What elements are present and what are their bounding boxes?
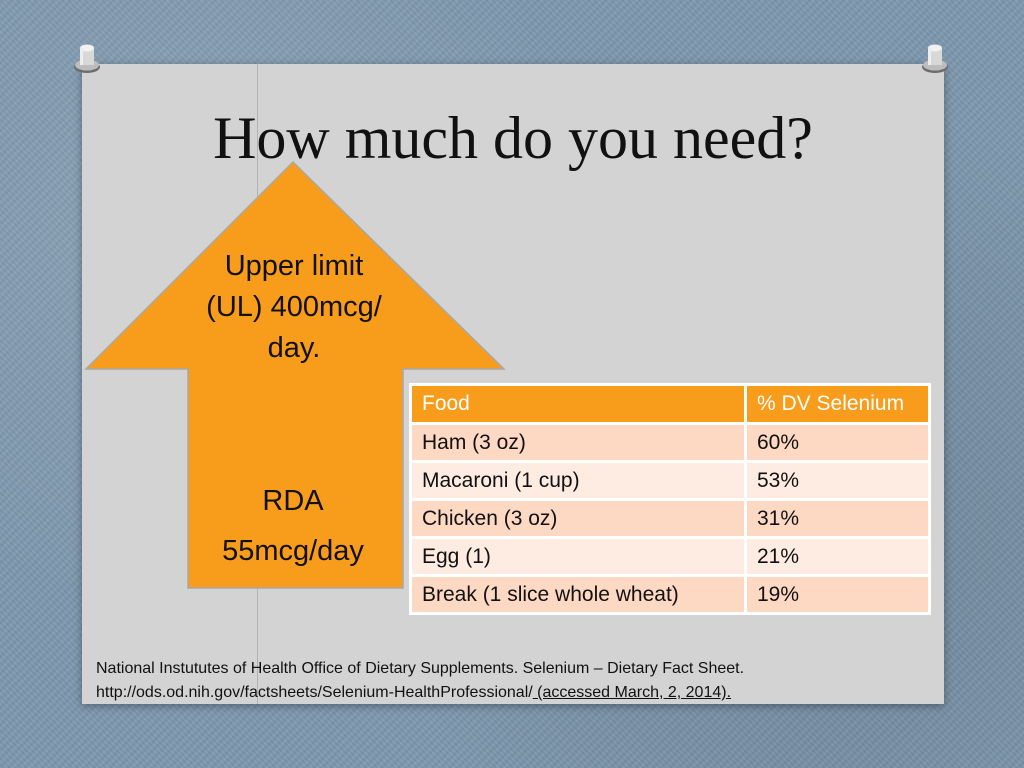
upper-limit-line: (UL) 400mcg/ bbox=[206, 291, 382, 323]
up-arrow-shape bbox=[84, 160, 506, 589]
rda-label: RDA 55mcg/day bbox=[190, 476, 396, 576]
column-header-dv-selenium: % DV Selenium bbox=[744, 383, 931, 425]
food-cell: Macaroni (1 cup) bbox=[409, 460, 747, 501]
table-row: Chicken (3 oz) 31% bbox=[409, 498, 931, 539]
rda-line: RDA bbox=[262, 485, 324, 517]
pushpin-icon bbox=[74, 44, 100, 73]
upper-limit-line: Upper limit bbox=[224, 250, 364, 282]
rda-line: 55mcg/day bbox=[222, 535, 364, 567]
table-row: Break (1 slice whole wheat) 19% bbox=[409, 574, 931, 615]
citation-line-2: http://ods.od.nih.gov/factsheets/Seleniu… bbox=[96, 681, 936, 705]
table-row: Ham (3 oz) 60% bbox=[409, 422, 931, 463]
dv-cell: 53% bbox=[744, 460, 931, 501]
selenium-food-table: Food % DV Selenium Ham (3 oz) 60% Macaro… bbox=[409, 383, 931, 615]
dv-cell: 21% bbox=[744, 536, 931, 577]
food-cell: Ham (3 oz) bbox=[409, 422, 747, 463]
citation-line-1: National Instututes of Health Office of … bbox=[96, 660, 745, 677]
slide-title: How much do you need? bbox=[213, 105, 813, 171]
pushpin-icon bbox=[922, 44, 948, 73]
upper-limit-label: Upper limit (UL) 400mcg/ day. bbox=[188, 246, 400, 369]
citation-text: National Instututes of Health Office of … bbox=[96, 657, 936, 705]
up-arrow-polygon bbox=[84, 160, 506, 589]
citation-url-text: http://ods.od.nih.gov/factsheets/Seleniu… bbox=[96, 684, 533, 701]
table-row: Macaroni (1 cup) 53% bbox=[409, 460, 931, 501]
dv-cell: 31% bbox=[744, 498, 931, 539]
citation-accessed-link[interactable]: (accessed March, 2, 2014). bbox=[532, 684, 732, 701]
food-cell: Chicken (3 oz) bbox=[409, 498, 747, 539]
dv-cell: 60% bbox=[744, 422, 931, 463]
food-cell: Egg (1) bbox=[409, 536, 747, 577]
column-header-food: Food bbox=[409, 383, 747, 425]
dv-cell: 19% bbox=[744, 574, 931, 615]
food-cell: Break (1 slice whole wheat) bbox=[409, 574, 747, 615]
upper-limit-line: day. bbox=[267, 332, 321, 364]
table-header-row: Food % DV Selenium bbox=[409, 383, 931, 425]
table-row: Egg (1) 21% bbox=[409, 536, 931, 577]
